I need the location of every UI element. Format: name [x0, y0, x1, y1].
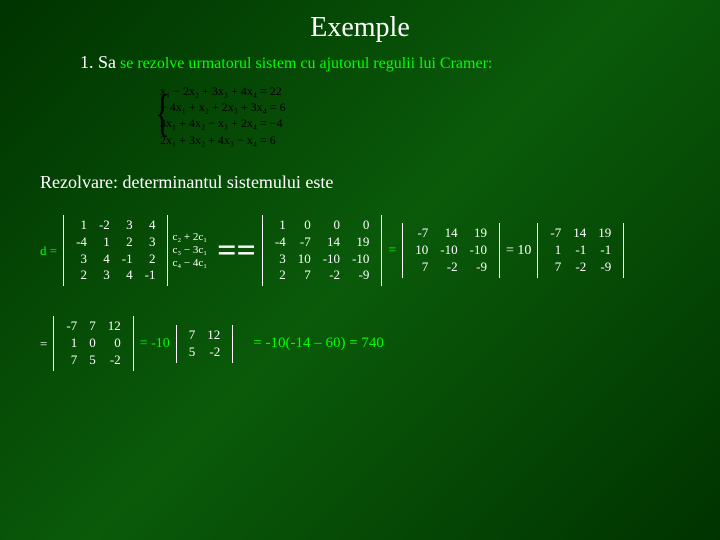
d-label: d =: [40, 243, 57, 259]
final-result: = -10(-14 – 60) = 740: [253, 335, 384, 352]
determinant-row-2: = -7712 100 75-2 = -10 712 5-2 = -10(-14…: [40, 316, 720, 371]
det-f: 712 5-2: [176, 325, 234, 363]
problem-text: se rezolve urmatorul sistem cu ajutorul …: [116, 55, 492, 72]
eq-line-2: − 4x₁ + x₂ + 2x₃ + 3x₄ = 6: [160, 99, 720, 115]
equation-system: { x₁ − 2x₂ + 3x₃ + 4x₄ = 22 − 4x₁ + x₂ +…: [160, 83, 720, 148]
equals-lead: =: [40, 336, 47, 352]
page-title: Exemple: [0, 0, 720, 44]
eq-line-4: 2x₁ + 3x₂ + 4x₃ − x₄ = 6: [160, 132, 720, 148]
problem-lead: 1. Sa: [80, 52, 116, 72]
det-a: 1-234 -4123 34-12 234-1: [63, 215, 168, 287]
determinant-row-1: d = 1-234 -4123 34-12 234-1 c₂ + 2c₁ c₃ …: [40, 215, 720, 287]
equals-neg10: = -10: [134, 336, 176, 352]
problem-statement: 1. Sa se rezolve urmatorul sistem cu aju…: [80, 52, 720, 73]
equals-1: =: [382, 243, 402, 259]
det-c: -71419 10-10-10 7-2-9: [402, 223, 500, 278]
equals-10: = 10: [500, 243, 537, 259]
solution-heading: Rezolvare: determinantul sistemului este: [40, 172, 720, 193]
det-b: 1000 -4-71419 310-10-10 27-2-9: [262, 215, 383, 287]
eq-line-1: x₁ − 2x₂ + 3x₃ + 4x₄ = 22: [160, 83, 720, 99]
brace-icon: {: [155, 79, 170, 149]
big-equals: ==: [211, 232, 262, 270]
det-d: -71419 1-1-1 7-2-9: [537, 223, 624, 278]
column-ops: c₂ + 2c₁ c₃ − 3c₁ c₄ − 4c₁: [168, 231, 211, 271]
det-e: -7712 100 75-2: [53, 316, 133, 371]
eq-line-3: 3x₁ + 4x₂ − x₃ + 2x₄ = −4: [160, 115, 720, 131]
